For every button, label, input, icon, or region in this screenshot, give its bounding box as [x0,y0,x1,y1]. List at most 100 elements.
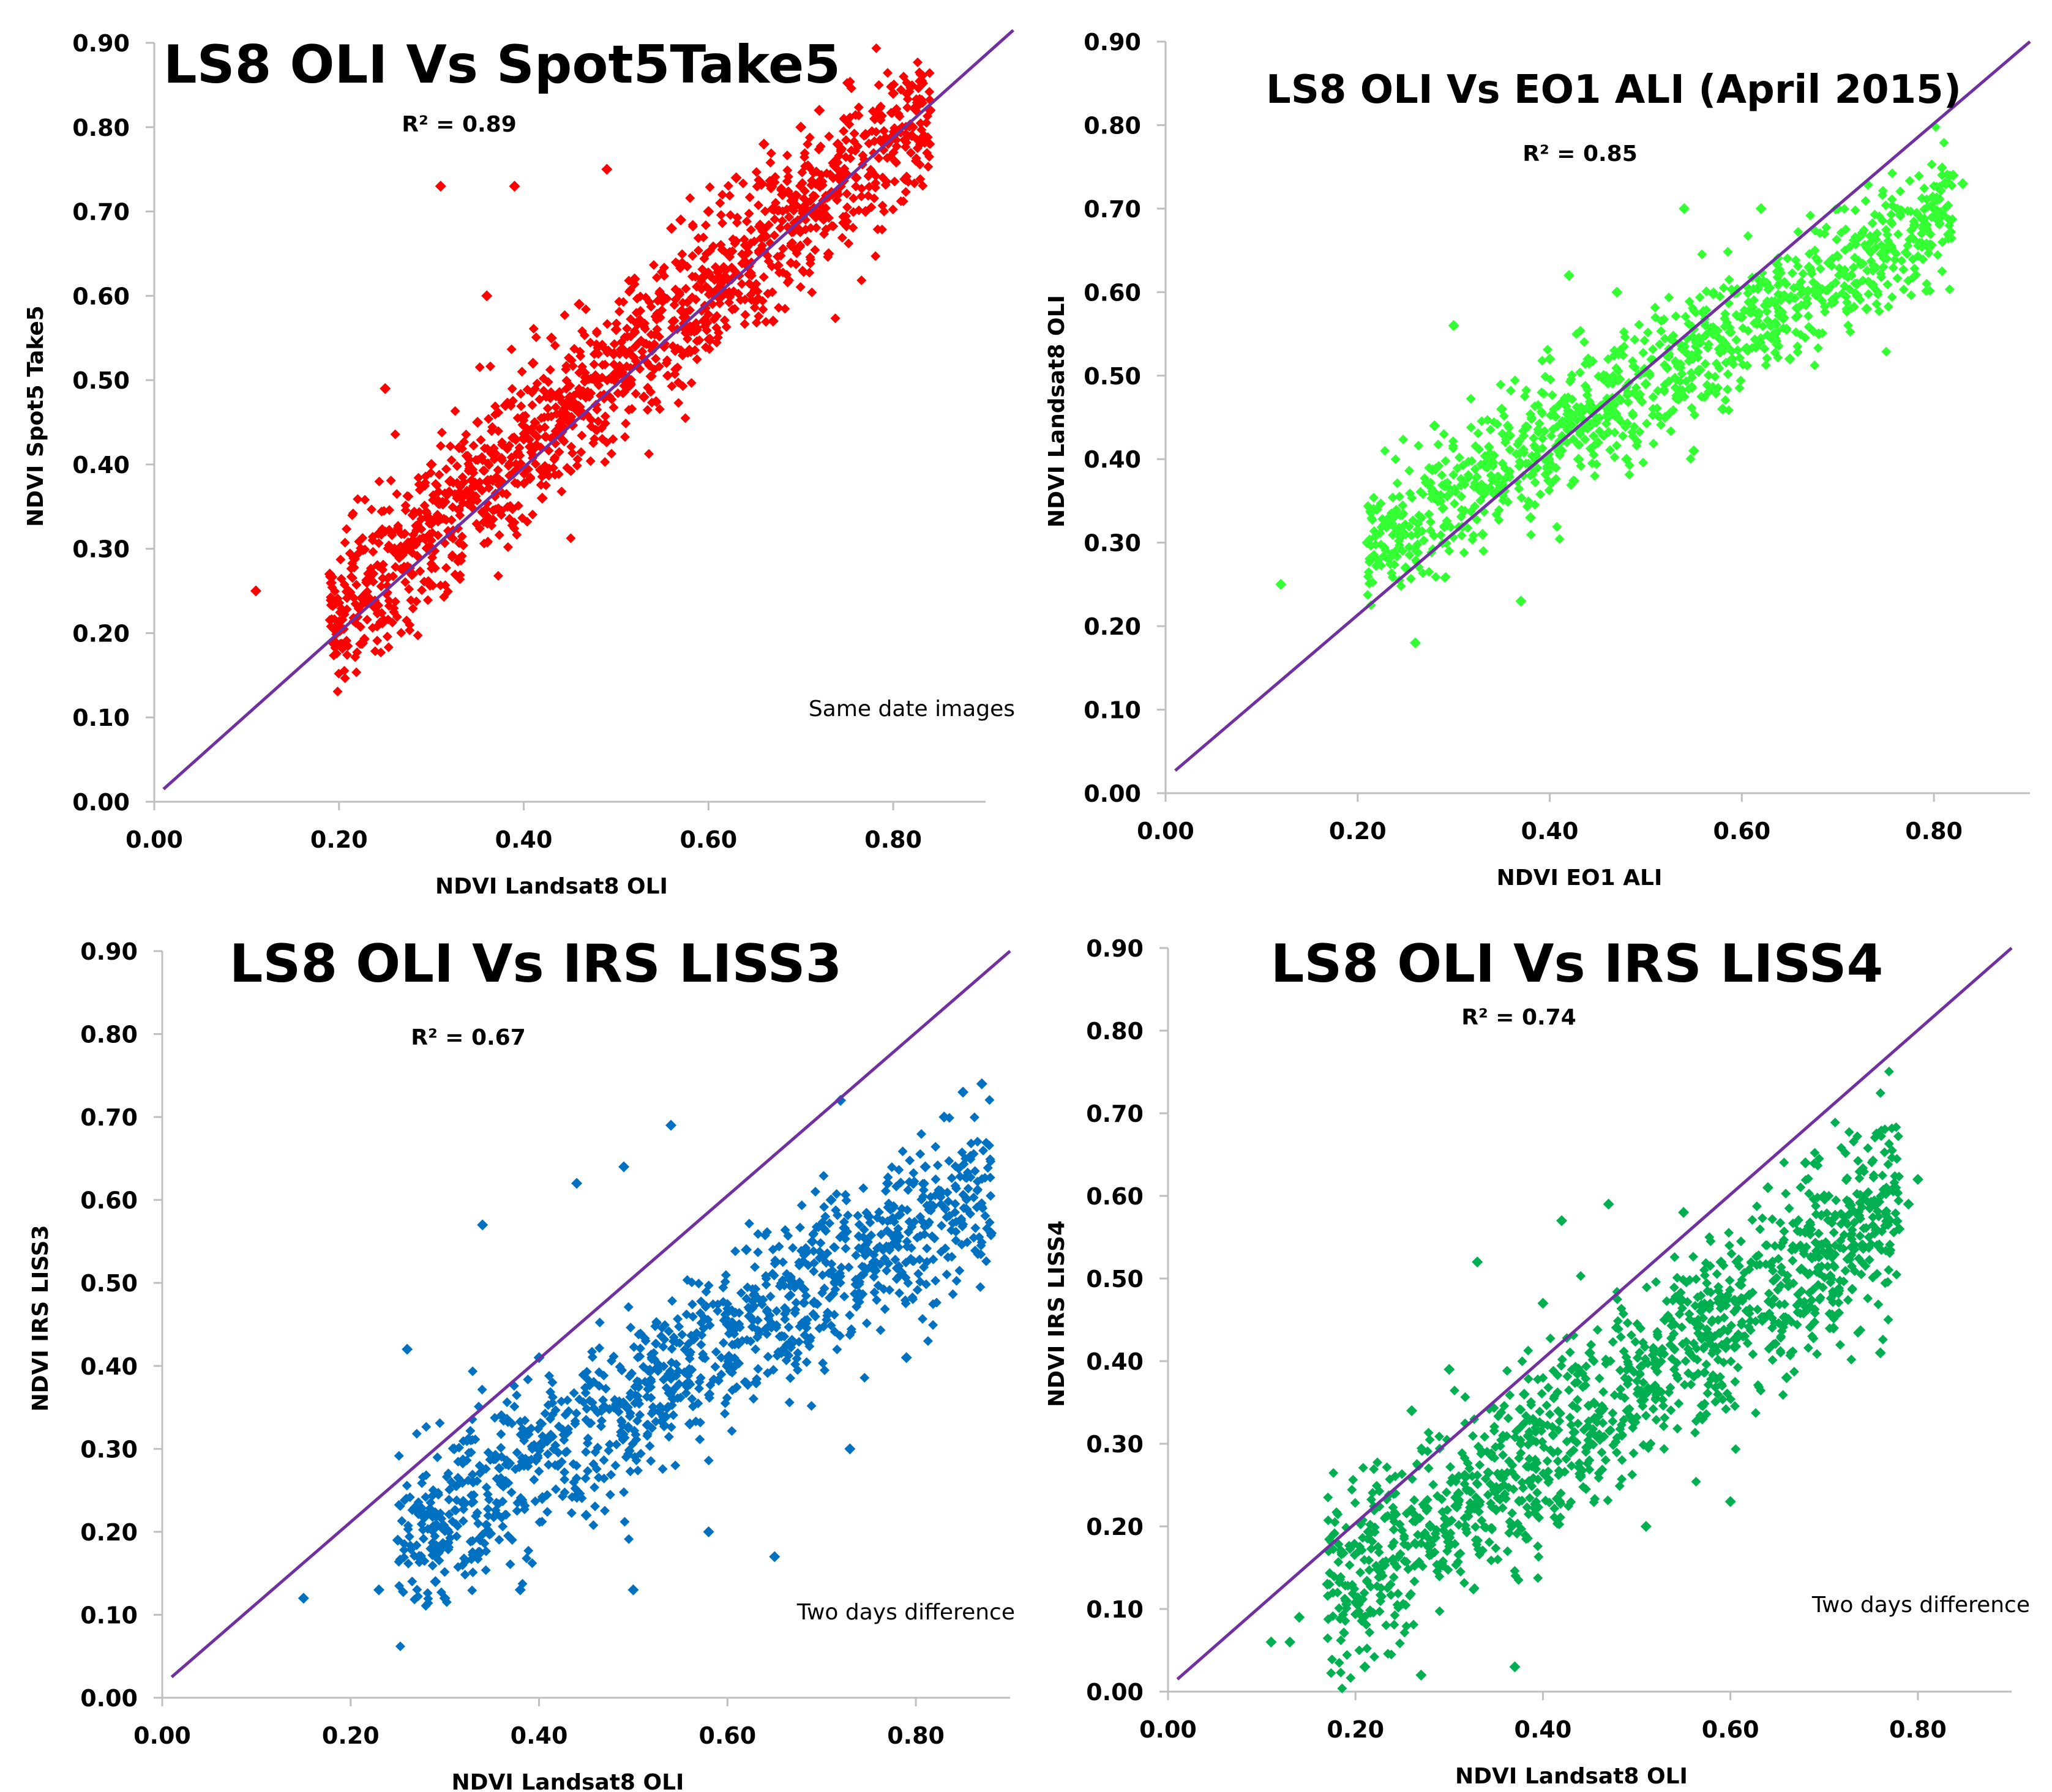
scatter-point [1533,1551,1544,1562]
scatter-point [392,611,402,622]
scatter-point [373,561,383,571]
scatter-point [1592,436,1603,448]
scatter-point [1500,463,1510,474]
scatter-point [1659,314,1669,324]
scatter-point [1680,312,1691,322]
scatter-point [571,1178,583,1189]
scatter-point [722,1319,733,1330]
scatter-point [1762,353,1772,364]
scatter-point [571,1408,582,1419]
scatter-point [1814,1294,1825,1305]
scatter-point [560,1487,570,1498]
scatter-point [746,225,756,235]
scatter-point [1611,1436,1621,1447]
scatter-point [1393,1588,1403,1599]
scatter-point [806,1236,818,1247]
scatter-point [611,318,621,329]
scatter-point [1653,386,1663,396]
scatter-point [1400,529,1410,540]
scatter-point [324,569,335,580]
scatter-point [785,1373,796,1383]
scatter-point [1688,1252,1698,1262]
scatter-point [582,1367,592,1377]
scatter-point [1813,328,1824,340]
scatter-point [1761,360,1771,370]
scatter-point [646,1352,658,1364]
scatter-point [1833,1288,1844,1299]
scatter-point [770,214,780,225]
scatter-point [1485,482,1495,493]
scatter-point [537,1431,548,1441]
scatter-point [508,395,519,406]
scatter-point [853,1211,863,1221]
scatter-point [648,1402,658,1413]
scatter-point [454,538,464,548]
scatter-point [1398,508,1409,518]
scatter-point [1632,1319,1642,1329]
scatter-point [425,581,435,591]
scatter-point [652,308,662,319]
scatter-point [720,1277,730,1287]
scatter-point [894,1271,904,1282]
scatter-point [435,1418,445,1428]
scatter-point [1863,1143,1873,1154]
scatter-point [1655,1348,1666,1359]
scatter-point [727,1385,738,1395]
scatter-point [780,304,790,314]
scatter-point [574,299,585,310]
scatter-point [1833,1297,1844,1308]
scatter-point [675,214,687,226]
scatter-point [467,1469,477,1480]
scatter-point [1563,1385,1574,1395]
scatter-point [738,178,748,189]
scatter-point [667,1400,677,1410]
scatter-point [420,1509,432,1521]
scatter-point [1499,474,1510,485]
scatter-point [960,1154,971,1164]
scatter-point [616,364,627,374]
scatter-point [879,206,889,217]
scatter-point [905,147,916,158]
scatter-point [780,1314,790,1324]
chart-note: Two days difference [796,1600,1015,1625]
x-axis-label: NDVI EO1 ALI [1497,865,1663,890]
scatter-point [545,1387,556,1397]
scatter-point [1800,332,1810,343]
scatter-point [1720,395,1731,405]
scatter-point [572,460,582,471]
scatter-point [1725,1285,1736,1295]
scatter-point [581,1414,591,1425]
scatter-point [500,400,511,411]
scatter-point [1825,1271,1836,1282]
scatter-point [942,1187,953,1198]
scatter-point [436,1514,447,1524]
scatter-point [580,1473,591,1484]
scatter-point [1620,332,1630,342]
y-tick-label: 0.10 [80,1602,138,1629]
scatter-point [1349,1539,1360,1549]
scatter-point [835,1232,845,1242]
scatter-point [1347,1485,1357,1495]
scatter-point [1515,457,1525,467]
scatter-point [1860,1261,1871,1271]
chart-panel-liss3: 0.00 0.10 0.20 0.30 0.40 0.50 0.60 0.70 0.80 0.90… [0,896,1026,1792]
scatter-point [1895,186,1906,196]
scatter-point [454,1443,464,1453]
scatter-point [512,479,523,489]
scatter-point [1386,508,1396,518]
scatter-point [1628,387,1639,398]
scatter-point [1388,1525,1399,1535]
x-tick-label: 0.60 [1702,1716,1759,1743]
scatter-point [600,411,610,422]
scatter-point [902,1204,912,1215]
scatter-point [1773,280,1783,291]
scatter-point [829,1242,840,1253]
scatter-point [667,1343,677,1354]
scatter-point [924,86,935,97]
scatter-point [507,520,517,531]
scatter-point [384,601,394,611]
scatter-point [1813,1228,1824,1239]
scatter-point [402,1343,413,1355]
scatter-point [1889,1178,1900,1188]
scatter-point [1570,1378,1580,1388]
